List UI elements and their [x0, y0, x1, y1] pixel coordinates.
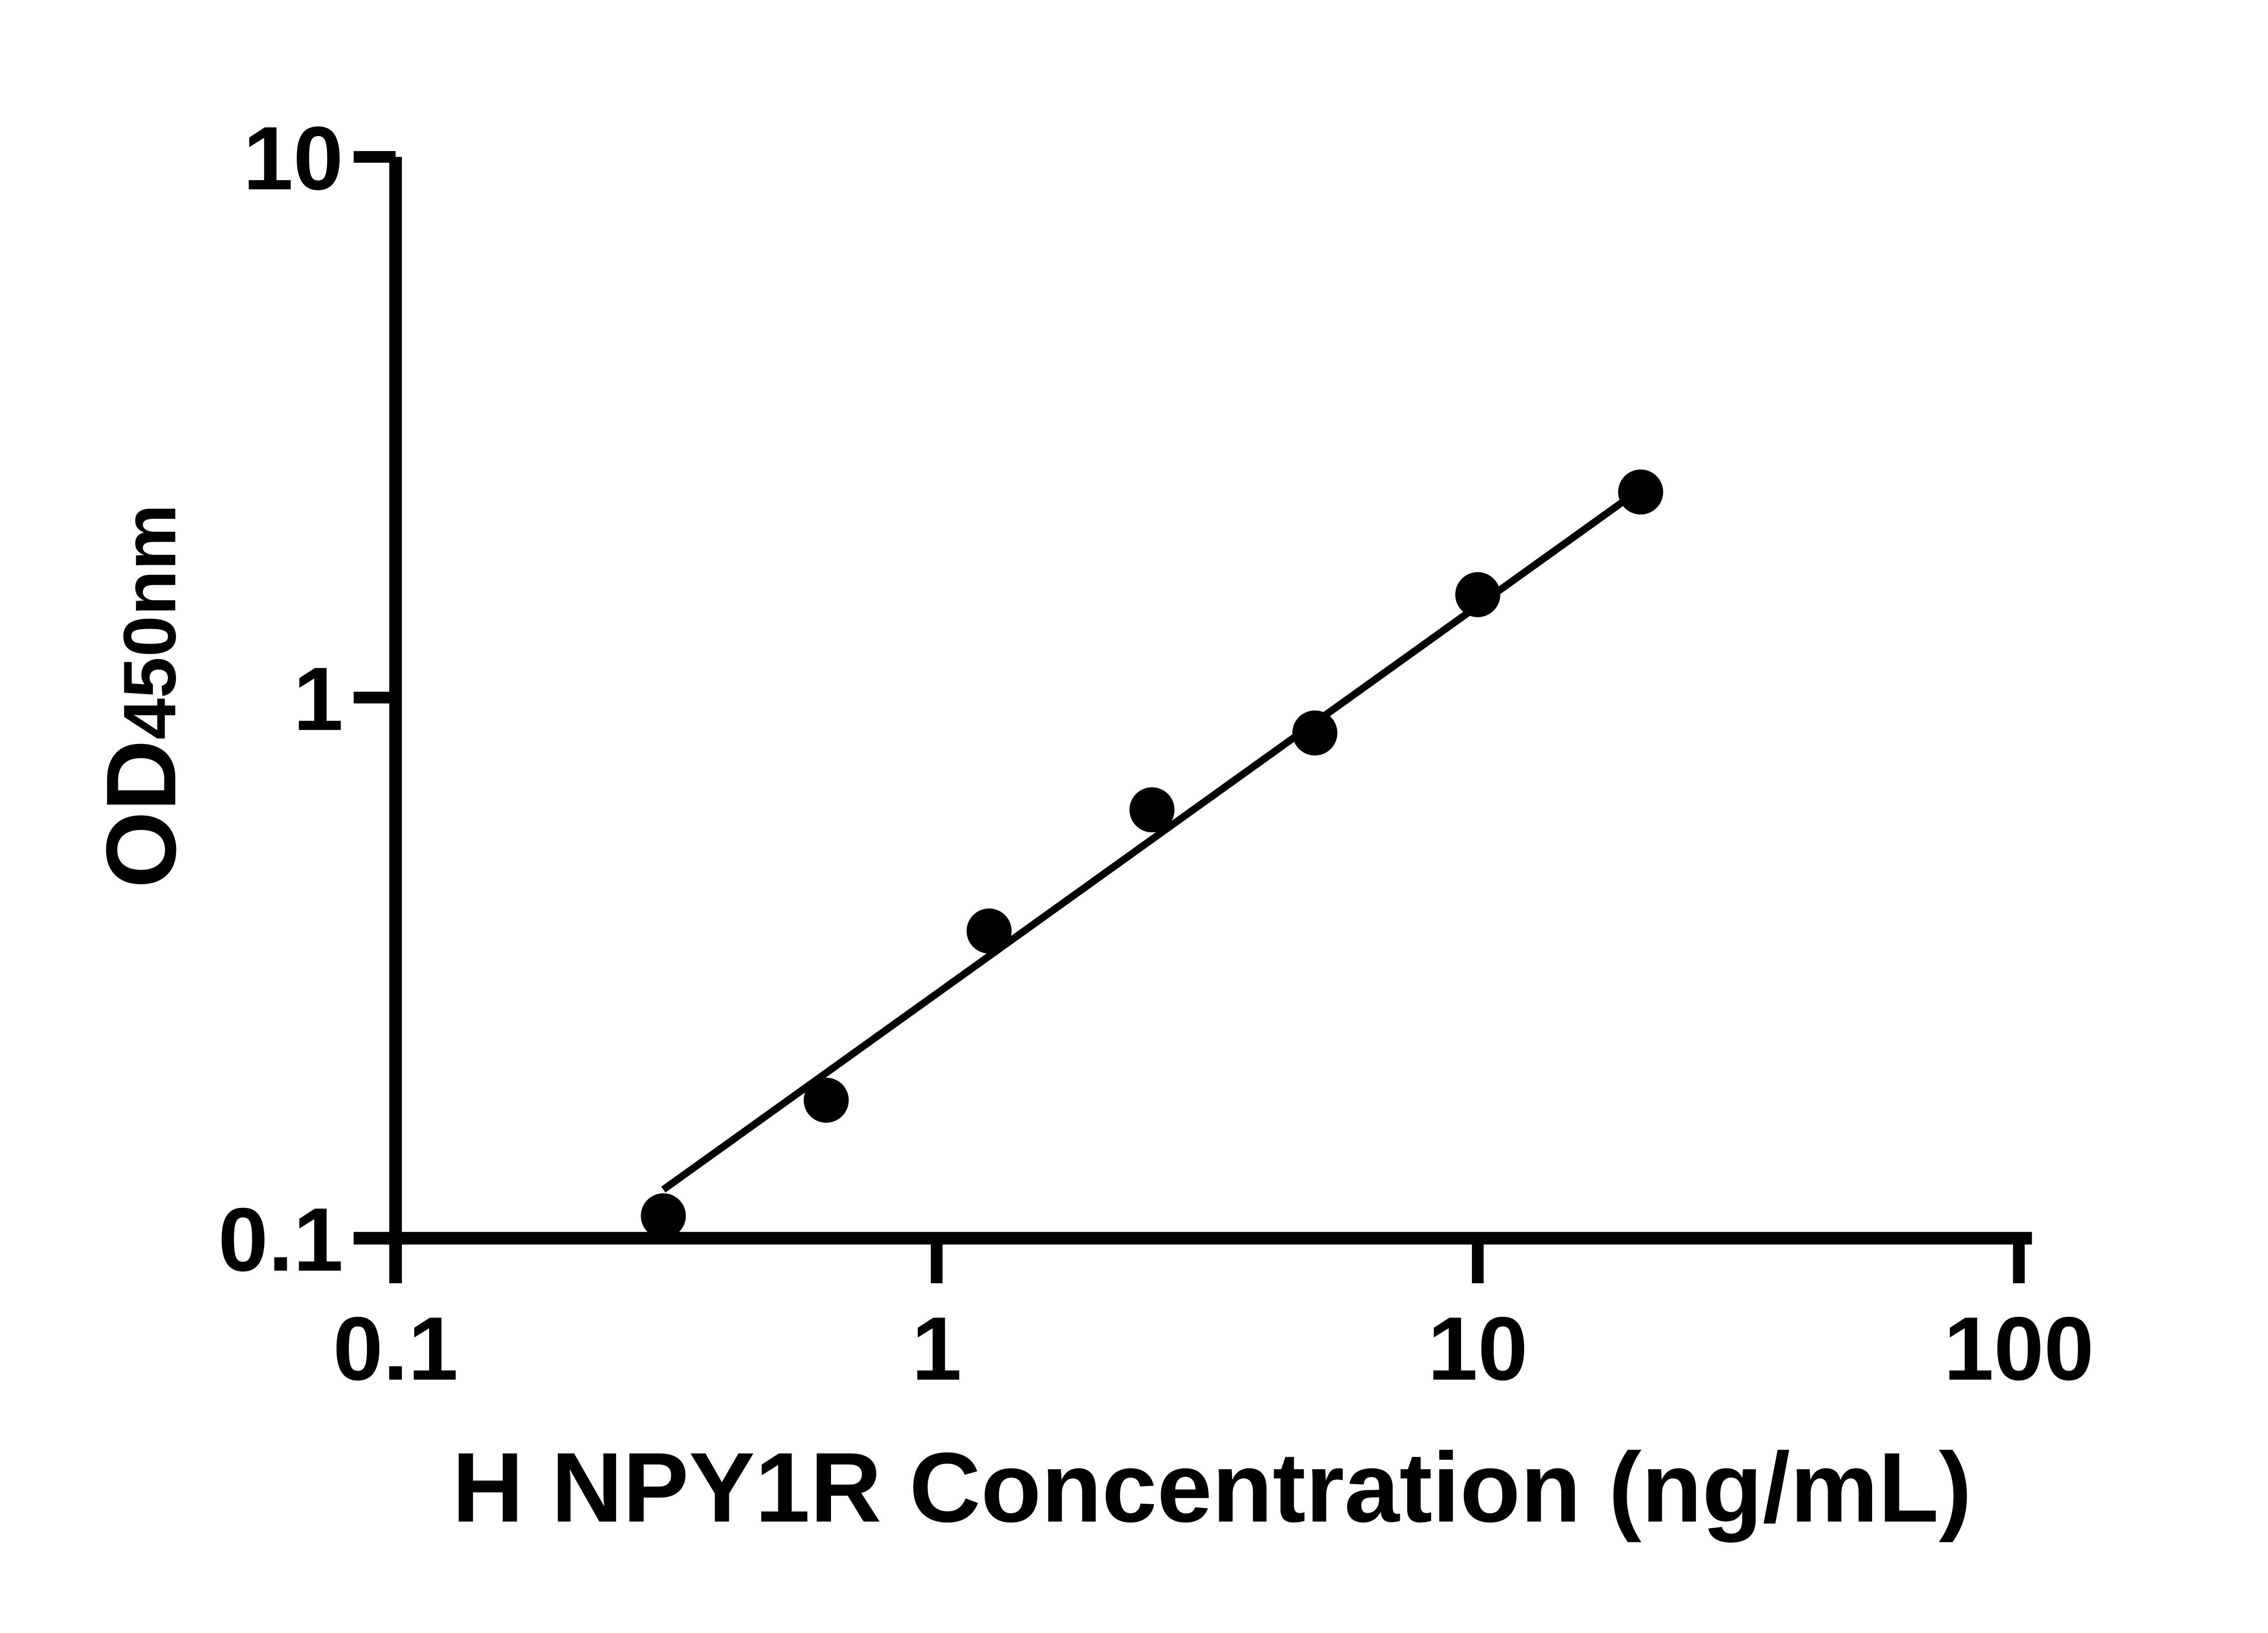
x-axis-title: H NPY1R Concentration (ng/mL) — [452, 1432, 1972, 1543]
y-axis-title-main: OD — [86, 740, 196, 889]
data-points-layer — [640, 469, 1663, 1239]
data-point-marker — [1618, 469, 1663, 515]
x-tick-label: 100 — [1944, 1299, 2094, 1399]
data-point-marker — [640, 1193, 686, 1239]
axes-layer — [353, 151, 2032, 1284]
data-point-marker — [1129, 787, 1175, 832]
y-axis-title-sub: 450nm — [108, 504, 191, 739]
data-point-marker — [803, 1077, 849, 1123]
x-tick-label: 0.1 — [333, 1299, 458, 1399]
data-point-marker — [1292, 710, 1338, 756]
x-tick-label: 1 — [912, 1299, 962, 1399]
y-tick-label: 10 — [243, 108, 343, 209]
data-point-marker — [966, 908, 1012, 954]
x-tick-label: 10 — [1427, 1299, 1528, 1399]
y-axis-title: OD450nm — [86, 504, 196, 888]
y-tick-label: 1 — [293, 649, 343, 749]
data-point-marker — [1455, 572, 1501, 617]
y-tick-label: 0.1 — [218, 1189, 343, 1290]
tick-labels-layer: 0.1 1 10 100 0.1 1 10 — [218, 108, 2094, 1399]
